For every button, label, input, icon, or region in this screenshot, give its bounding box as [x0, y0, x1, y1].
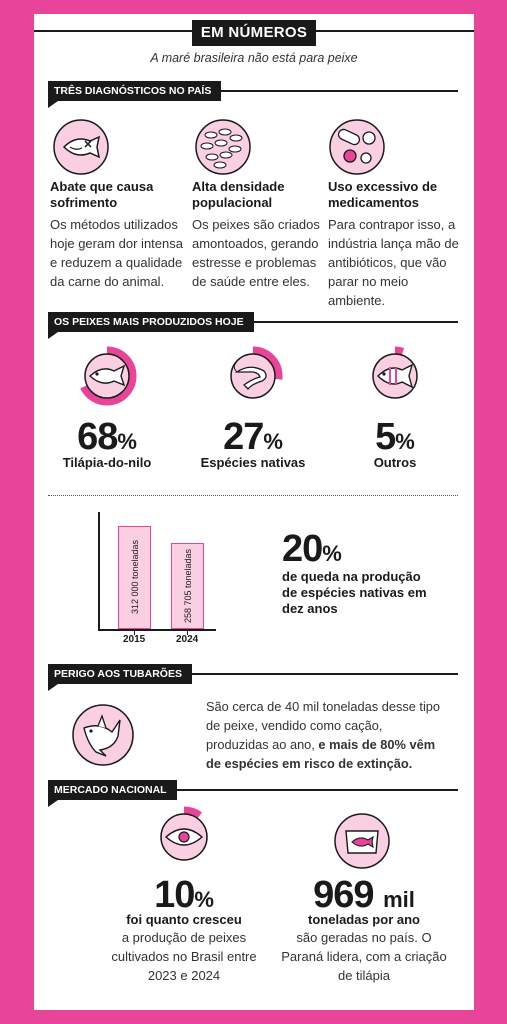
growth-percent: 10% [154, 874, 214, 916]
tons-headline: toneladas por ano [308, 912, 420, 927]
tilapia-icon [77, 346, 137, 406]
species-3-label: Outros [373, 455, 417, 470]
fish-tank-icon [334, 813, 390, 869]
diagnostic-3-text: Para contrapor isso, a indústria lança m… [328, 217, 459, 308]
striped-fish-icon [365, 346, 425, 406]
diagnostic-3-title: Uso excessivo de medicamentos [328, 179, 438, 210]
infographic-card: EM NÚMEROS A maré brasileira não está pa… [34, 14, 474, 1010]
shark-text: São cerca de 40 mil toneladas desse tipo… [206, 699, 441, 771]
year-2015-label: 2015 [123, 634, 146, 645]
section-header-peixes: OS PEIXES MAIS PRODUZIDOS HOJE [48, 312, 458, 339]
bar-2024: 258 705 toneladas [171, 543, 204, 629]
section-header-mercado: MERCADO NACIONAL [48, 780, 458, 807]
decline-percent: 20% [282, 528, 342, 570]
section-header-tubaroes: PERIGO AOS TUBARÕES [48, 664, 458, 691]
diagnostic-1-title: Abate que causa sofrimento [50, 179, 154, 210]
page-subtitle: A maré brasileira não está para peixe [150, 51, 358, 65]
page-title: EM NÚMEROS [192, 20, 316, 46]
bar-2015: 312 000 toneladas [118, 525, 151, 629]
chart-y-axis [98, 512, 100, 630]
chart-x-axis [98, 629, 216, 631]
year-2024-label: 2024 [176, 634, 199, 645]
growth-text: a produção de peixes cultivados no Brasi… [111, 930, 257, 983]
species-2-percent: 27% [223, 416, 283, 458]
bar-2015-label: 312 000 toneladas [129, 540, 140, 615]
shrimp-icon [223, 346, 283, 406]
diagnostic-1-text: Os métodos utilizados hoje geram dor int… [50, 217, 183, 289]
growth-headline: foi quanto cresceu [126, 912, 242, 927]
tons-value: 969 mil [313, 874, 415, 916]
crowded-fish-icon [195, 119, 251, 175]
section-header-diagnosticos: TRÊS DIAGNÓSTICOS NO PAÍS [48, 81, 458, 108]
diagnostic-2-text: Os peixes são criados amontoados, gerand… [192, 217, 320, 289]
decline-text: de queda na produção de espécies nativas… [282, 569, 427, 616]
species-2-label: Espécies nativas [200, 455, 306, 470]
dotted-divider [48, 495, 458, 496]
bar-2024-label: 258 705 toneladas [182, 549, 193, 624]
diagnostic-2-title: Alta densidade populacional [192, 179, 285, 210]
sick-fish-icon [53, 119, 109, 175]
shark-icon [72, 704, 134, 766]
species-1-percent: 68% [77, 416, 137, 458]
fish-growth-icon [153, 806, 215, 868]
species-1-label: Tilápia-do-nilo [62, 455, 152, 470]
tons-text: são geradas no país. O Paraná lidera, co… [281, 930, 447, 983]
species-3-percent: 5% [375, 416, 415, 458]
pills-icon [329, 119, 385, 175]
